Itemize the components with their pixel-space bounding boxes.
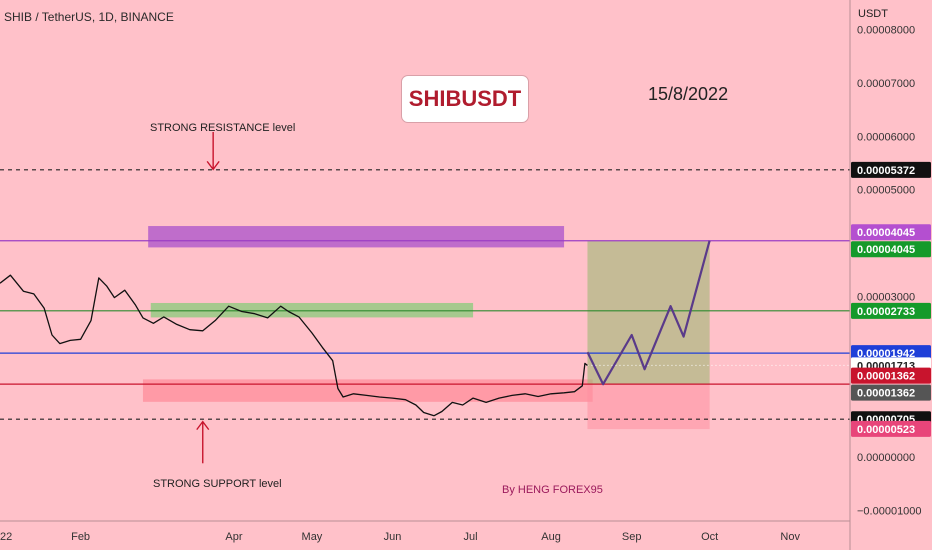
price-label-text: 0.00005372 [857,165,915,177]
date-label: 15/8/2022 [648,84,729,104]
x-tick-label: Oct [701,531,718,543]
y-tick-label: 0.00000000 [857,452,915,464]
projection-path [586,240,711,386]
x-tick-label: Jun [384,531,402,543]
x-tick-label: Sep [622,531,642,543]
zone-2 [150,302,474,318]
price-label-badge [851,302,931,319]
support-annotation: STRONG SUPPORT level [153,478,282,490]
y-tick-label: −0.00001000 [857,505,922,517]
price-label-text: 0.00004045 [857,244,915,256]
y-tick-label: 0.00007000 [857,78,915,90]
chart-title: SHIBUSDT [408,86,522,111]
price-axis-background [850,0,932,550]
y-tick-label: 0.00008000 [857,24,915,36]
price-label-text: 0.00000523 [857,424,915,436]
price-label-text: 0.00002733 [857,306,915,318]
zone-5 [587,384,710,430]
price-label-badge [851,345,931,362]
y-tick-label: 0.00006000 [857,131,915,143]
price-label-text: 0.00001942 [857,348,915,360]
price-label-text: 0.00001362 [857,371,915,383]
x-tick-label: May [302,531,323,543]
price-series [0,274,588,417]
author-credit: By HENG FOREX95 [502,484,603,496]
x-tick-label: 2022 [0,531,12,543]
x-tick-label: Apr [225,531,242,543]
x-tick-label: Aug [541,531,561,543]
zone-4 [587,240,710,385]
y-tick-label: 0.00003000 [857,292,915,304]
x-tick-label: Feb [71,531,90,543]
zone-3 [142,379,593,402]
price-label-badge [851,367,931,384]
symbol-header: SHIB / TetherUS, 1D, BINANCE [4,10,174,24]
y-tick-label: 0.00005000 [857,185,915,197]
price-label-text: 0.00001362 [857,388,915,400]
price-label-text: 0.00004045 [857,227,915,239]
price-label-badge [851,161,931,178]
axis-unit-label: USDT [858,8,888,20]
price-label-badge [851,241,931,258]
x-tick-label: Nov [780,531,800,543]
time-axis-background [0,521,932,550]
zone-1 [148,226,565,248]
resistance-annotation: STRONG RESISTANCE level [150,122,296,134]
price-label-badge [851,384,931,401]
price-label-badge [851,420,931,437]
arrow-head-down [206,160,220,171]
price-label-badge [851,224,931,241]
arrow-head-up [196,420,210,431]
x-tick-label: Jul [463,531,477,543]
title-box: SHIBUSDT [401,75,529,123]
